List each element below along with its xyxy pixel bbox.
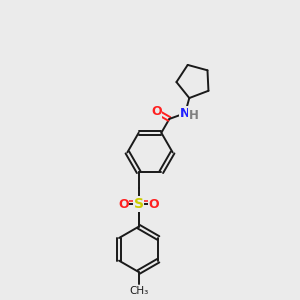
Text: H: H (189, 109, 199, 122)
Text: N: N (180, 107, 190, 120)
Text: CH₃: CH₃ (129, 286, 148, 296)
Text: S: S (134, 197, 144, 211)
Text: O: O (148, 197, 159, 211)
Text: O: O (118, 197, 129, 211)
Text: O: O (151, 105, 161, 118)
